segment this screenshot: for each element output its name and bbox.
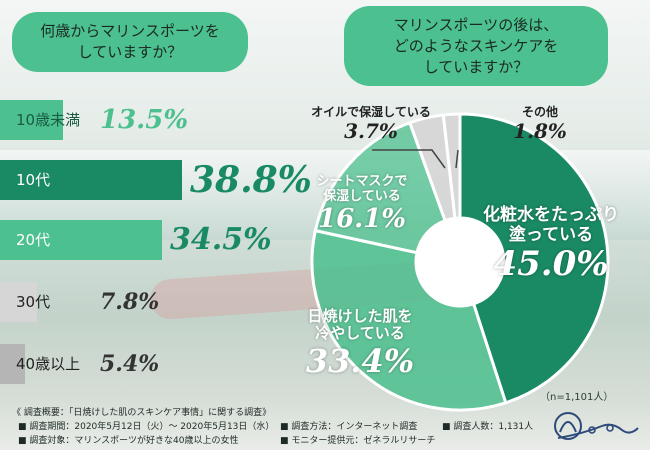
brand-logo [554, 412, 639, 440]
pie-slice-name: シートマスクで 保湿している [316, 174, 408, 204]
pie-slice [310, 228, 508, 412]
pie-slice-label: オイルで保湿している 3.7% [286, 105, 456, 143]
bar-category-label: 10代 [16, 171, 51, 189]
pie-slice-name: 日焼けした肌を 冷やしている [307, 307, 413, 343]
pie-slice [458, 112, 610, 405]
pie-slice-label: 化粧水をたっぷり 塗っている 45.0% [472, 205, 630, 285]
leader-line [455, 149, 459, 169]
bar-category-label: 10歳未満 [16, 111, 81, 129]
sample-size-note: （n=1,101人） [540, 392, 614, 403]
pie-slice-name: オイルで保湿している [311, 105, 431, 119]
pie-slice-name: その他 [521, 105, 558, 119]
bar-value-label: 34.5% [170, 222, 272, 257]
pie-slice [313, 120, 448, 255]
leader-line [372, 149, 446, 169]
pie-slice [441, 112, 462, 220]
bar [0, 282, 37, 322]
bar [0, 344, 25, 384]
footer-period: ■ 調査期間：2020年5月12日（火）～ 2020年5月13日（水） [18, 422, 275, 432]
pie-slice-label: 日焼けした肌を 冷やしている 33.4% [290, 307, 430, 380]
pie-slice-label: その他 1.8% [500, 105, 580, 143]
bar-value-label: 38.8% [190, 159, 312, 201]
footer-provider: ■ モニター提供元：ゼネラルリサーチ [280, 436, 436, 446]
left-question-bubble: 何歳からマリンスポーツを していますか？ [12, 12, 248, 72]
bar-category-label: 30代 [16, 293, 51, 311]
pie-slice-value: 45.0% [493, 244, 609, 285]
pie-slice-name: 化粧水をたっぷり 塗っている [483, 205, 619, 245]
bar-category-label: 20代 [16, 231, 51, 249]
footer-method: ■ 調査方法：インターネット調査 [280, 422, 418, 432]
pie-slice-label: シートマスクで 保湿している 16.1% [296, 174, 428, 235]
footer-target: ■ 調査対象：マリンスポーツが好きな40歳以上の女性 [18, 436, 239, 446]
pie-slice-value: 16.1% [317, 203, 407, 234]
right-question-bubble: マリンスポーツの後は、 どのようなスキンケアを していますか？ [344, 6, 608, 86]
bar [0, 160, 182, 200]
bar [0, 220, 162, 260]
pie-slice-value: 3.7% [344, 118, 398, 143]
donut-hole [417, 219, 503, 305]
pie-slice-value: 33.4% [305, 341, 415, 380]
bar [0, 100, 63, 140]
bar-value-label: 7.8% [100, 289, 160, 315]
bar-value-label: 13.5% [100, 105, 189, 135]
bar-value-label: 5.4% [100, 351, 160, 377]
footer-count: ■ 調査人数：1,131人 [442, 422, 534, 432]
bar-category-label: 40歳以上 [16, 355, 81, 373]
footer-summary: 《 調査概要：「日焼けした肌のスキンケア事情」に関する調査》 [12, 408, 272, 418]
pie-slice-value: 1.8% [513, 118, 567, 143]
